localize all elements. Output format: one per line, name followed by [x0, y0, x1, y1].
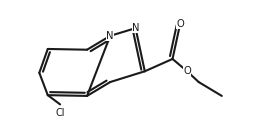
Text: N: N	[106, 31, 114, 41]
Text: O: O	[183, 66, 191, 76]
Text: N: N	[132, 23, 139, 33]
Text: Cl: Cl	[55, 108, 65, 118]
Text: O: O	[176, 18, 184, 29]
